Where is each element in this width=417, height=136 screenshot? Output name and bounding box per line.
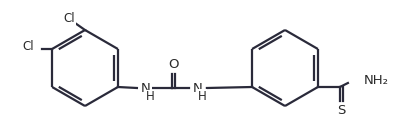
Text: N: N	[193, 81, 203, 95]
Text: H: H	[198, 89, 206, 103]
Text: H: H	[146, 90, 154, 103]
Text: Cl: Cl	[23, 41, 34, 53]
Text: NH₂: NH₂	[364, 75, 389, 87]
Text: Cl: Cl	[63, 13, 75, 26]
Text: N: N	[141, 81, 151, 95]
Text: O: O	[168, 58, 178, 70]
Text: S: S	[337, 104, 346, 118]
